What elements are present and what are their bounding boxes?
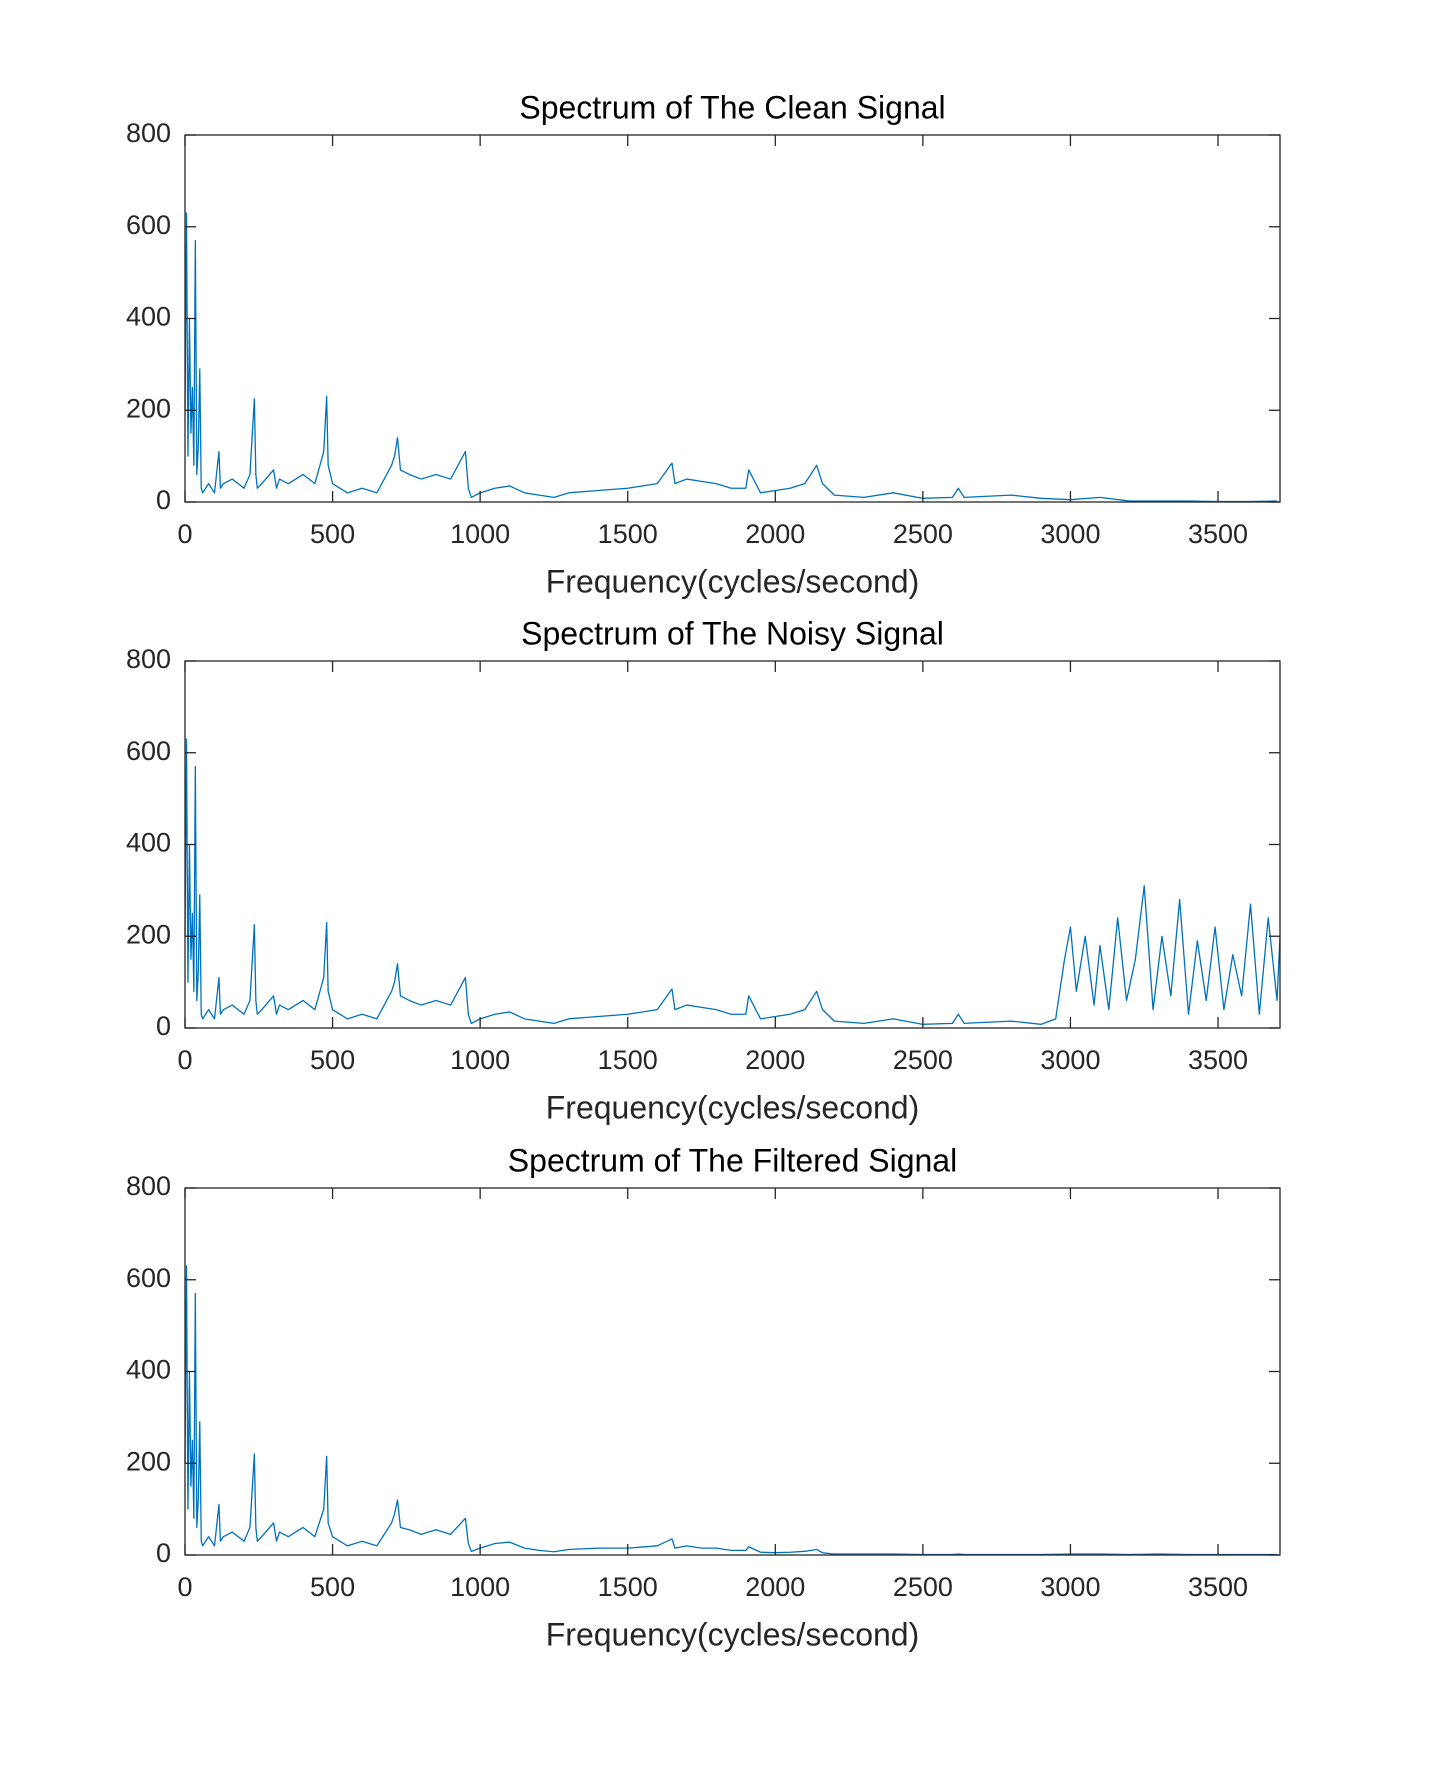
x-axis-label: Frequency(cycles/second) [546, 1089, 919, 1125]
x-tick-label: 1000 [450, 1045, 510, 1075]
x-tick-label: 0 [177, 519, 192, 549]
plot-area [185, 1188, 1280, 1555]
x-tick-label: 2500 [893, 1045, 953, 1075]
x-axis-label: Frequency(cycles/second) [546, 563, 919, 599]
x-axis-label: Frequency(cycles/second) [546, 1616, 919, 1652]
x-tick-label: 0 [177, 1572, 192, 1602]
plot-area [185, 661, 1280, 1028]
x-tick-label: 3500 [1188, 1045, 1248, 1075]
x-tick-label: 0 [177, 1045, 192, 1075]
y-tick-label: 400 [126, 1355, 171, 1385]
x-tick-label: 3000 [1040, 519, 1100, 549]
x-tick-label: 3000 [1040, 1045, 1100, 1075]
spectrum-line [184, 738, 1281, 1025]
x-tick-label: 500 [310, 1572, 355, 1602]
y-tick-label: 600 [126, 210, 171, 240]
y-tick-label: 0 [156, 1011, 171, 1041]
y-tick-label: 200 [126, 1446, 171, 1476]
x-tick-label: 2000 [745, 1045, 805, 1075]
spectrum-line [184, 212, 1278, 503]
x-tick-label: 1000 [450, 1572, 510, 1602]
x-tick-label: 1500 [598, 1572, 658, 1602]
y-tick-label: 200 [126, 919, 171, 949]
y-tick-label: 800 [126, 118, 171, 148]
x-tick-label: 1000 [450, 519, 510, 549]
x-tick-label: 1500 [598, 519, 658, 549]
x-tick-label: 2500 [893, 519, 953, 549]
chart-title: Spectrum of The Noisy Signal [521, 615, 944, 651]
y-tick-label: 200 [126, 393, 171, 423]
y-tick-label: 0 [156, 1538, 171, 1568]
x-tick-label: 3500 [1188, 519, 1248, 549]
y-tick-label: 0 [156, 485, 171, 515]
x-tick-label: 3000 [1040, 1572, 1100, 1602]
chart-title: Spectrum of The Clean Signal [519, 89, 945, 125]
x-tick-label: 2000 [745, 519, 805, 549]
y-tick-label: 600 [126, 736, 171, 766]
spectrum-line [184, 1265, 1278, 1556]
x-tick-label: 500 [310, 1045, 355, 1075]
y-tick-label: 800 [126, 1171, 171, 1201]
chart-title: Spectrum of The Filtered Signal [508, 1142, 957, 1178]
x-tick-label: 2000 [745, 1572, 805, 1602]
y-tick-label: 400 [126, 828, 171, 858]
y-tick-label: 400 [126, 302, 171, 332]
y-tick-label: 800 [126, 644, 171, 674]
plot-area [185, 135, 1280, 502]
x-tick-label: 3500 [1188, 1572, 1248, 1602]
x-tick-label: 500 [310, 519, 355, 549]
x-tick-label: 2500 [893, 1572, 953, 1602]
x-tick-label: 1500 [598, 1045, 658, 1075]
y-tick-label: 600 [126, 1263, 171, 1293]
